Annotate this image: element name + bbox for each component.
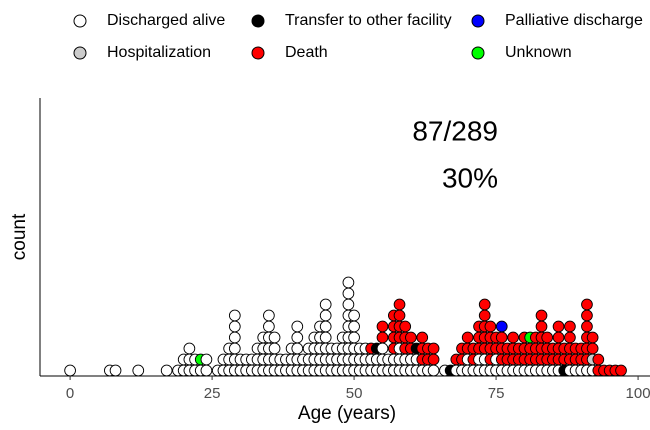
legend-label: Transfer to other facility — [285, 12, 452, 29]
legend-label: Unknown — [505, 44, 572, 61]
dot — [348, 331, 360, 344]
dot — [586, 331, 599, 344]
dot — [319, 320, 332, 333]
dot — [552, 331, 565, 344]
dot — [376, 331, 389, 344]
dot — [461, 331, 474, 344]
dot — [393, 309, 406, 322]
dot — [507, 331, 519, 344]
dot — [495, 320, 508, 333]
dot — [427, 364, 440, 377]
dot — [581, 309, 593, 322]
dot — [541, 331, 554, 344]
dot — [263, 320, 275, 333]
x-tick-label: 50 — [346, 385, 363, 402]
dot — [342, 298, 355, 311]
annotation: 87/289 — [412, 115, 498, 146]
dot — [376, 320, 389, 333]
x-axis-title: Age (years) — [298, 403, 396, 424]
dot — [478, 298, 491, 311]
dot — [348, 309, 360, 322]
y-axis-title: count — [9, 213, 30, 260]
dot — [228, 309, 241, 322]
dot — [319, 298, 332, 311]
legend-label: Hospitalization — [107, 44, 211, 61]
dot — [376, 342, 389, 355]
legend-label: Discharged alive — [107, 12, 225, 29]
x-tick-label: 25 — [204, 385, 221, 402]
legend-marker — [471, 46, 485, 60]
dot — [228, 331, 241, 344]
dot — [564, 331, 576, 344]
dot — [200, 353, 213, 366]
dot — [291, 331, 304, 344]
dot — [484, 320, 497, 333]
dot — [535, 320, 548, 333]
annotation: 30% — [442, 162, 498, 193]
dot — [291, 320, 304, 333]
x-tick-label: 0 — [66, 385, 74, 402]
dot — [535, 309, 548, 322]
dot — [160, 364, 173, 377]
dot — [581, 298, 593, 311]
dot — [552, 320, 565, 333]
dot — [268, 342, 281, 355]
dot — [581, 320, 593, 333]
dot — [228, 342, 241, 355]
dot — [564, 320, 576, 333]
dot — [319, 331, 332, 344]
dot — [291, 342, 304, 355]
dot — [342, 276, 355, 289]
dot — [109, 364, 122, 377]
legend-marker — [251, 14, 265, 28]
dot — [263, 309, 275, 322]
dot — [615, 364, 627, 377]
dot — [399, 320, 412, 333]
legend-marker — [471, 14, 485, 28]
legend-marker — [251, 46, 265, 60]
dot — [200, 364, 213, 377]
dot — [405, 331, 417, 344]
legend-marker — [73, 46, 87, 60]
dot — [342, 287, 355, 300]
x-tick-label: 100 — [626, 385, 650, 402]
dot — [478, 309, 491, 322]
x-tick-label: 75 — [488, 385, 505, 402]
dot — [132, 364, 145, 377]
dot — [592, 353, 605, 366]
legend-marker — [73, 14, 87, 28]
dot — [416, 331, 429, 344]
dot — [427, 342, 440, 355]
legend-label: Death — [285, 44, 328, 61]
dot — [228, 320, 241, 333]
legend-label: Palliative discharge — [505, 12, 643, 29]
dot — [319, 309, 332, 322]
dot — [427, 353, 440, 366]
dot — [64, 364, 76, 377]
dot — [495, 331, 508, 344]
dot — [586, 342, 599, 355]
dot — [348, 320, 360, 333]
dot — [268, 331, 281, 344]
dot — [183, 342, 196, 355]
dot — [393, 298, 406, 311]
